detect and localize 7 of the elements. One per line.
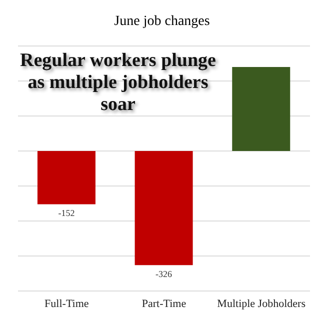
chart-title: June job changes [113, 13, 211, 31]
data-label: -152 [58, 208, 75, 218]
x-tick-label: Multiple Jobholders [217, 298, 306, 310]
data-label: -326 [156, 269, 173, 280]
annotation: Regular workers plunge as multiple jobholders soar [19, 50, 217, 116]
x-tick-label: Part-Time [142, 298, 186, 310]
x-tick-label: Full-Time [44, 298, 89, 310]
